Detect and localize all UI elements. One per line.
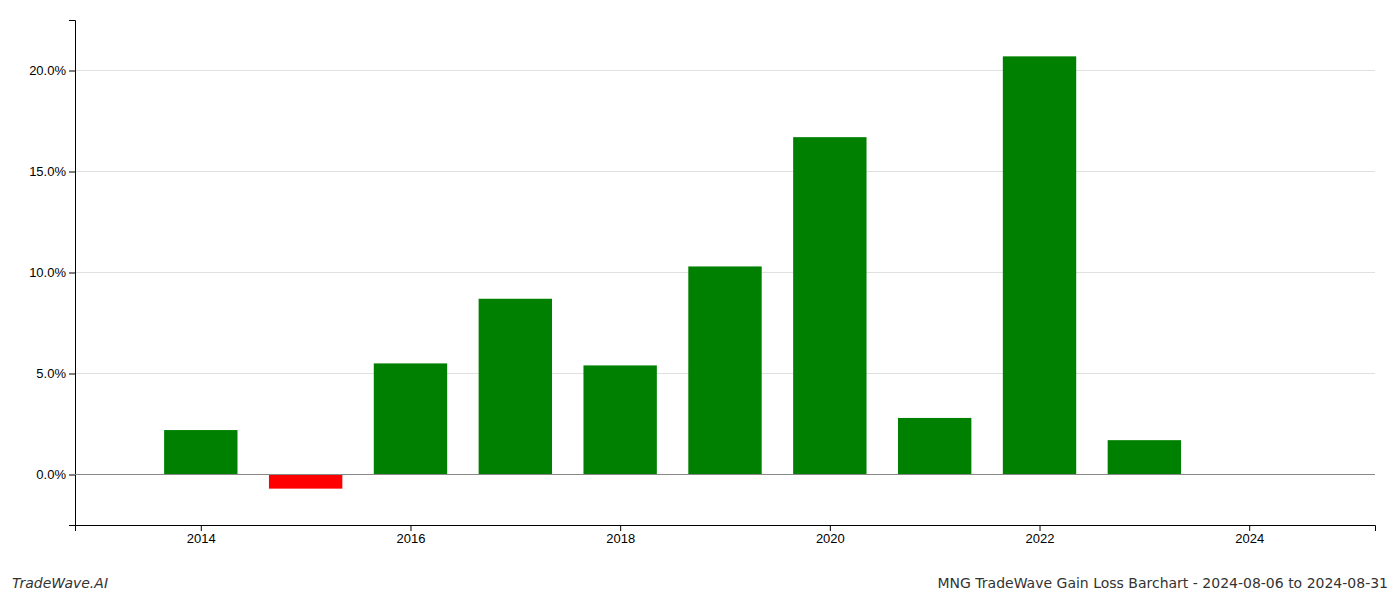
x-axis: 2014 2016 2018 2020 2022 2024 <box>76 525 1376 546</box>
tick-label: 2014 <box>187 531 216 546</box>
tick-mark <box>69 71 75 72</box>
y-axis: 0.0% 5.0% 10.0% 15.0% 20.0% <box>29 21 75 526</box>
bar <box>1108 440 1181 474</box>
watermark: TradeWave.AI <box>12 575 108 591</box>
tick-label: 2022 <box>1026 531 1055 546</box>
grid-line <box>75 70 1375 71</box>
tick: 0.0% <box>36 467 75 482</box>
tick-mark <box>830 525 831 531</box>
tick: 15.0% <box>29 164 75 179</box>
tick: 2018 <box>606 525 635 546</box>
tick-mark <box>1249 525 1250 531</box>
bar <box>898 418 971 475</box>
tick-mark <box>69 374 75 375</box>
tick-label: 5.0% <box>36 366 66 381</box>
tick-label: 0.0% <box>36 467 66 482</box>
bar <box>793 137 866 474</box>
tick-label: 2020 <box>816 531 845 546</box>
tick: 2024 <box>1235 525 1264 546</box>
tick-label: 10.0% <box>29 265 66 280</box>
tick-mark <box>69 475 75 476</box>
tick: 5.0% <box>36 366 75 381</box>
grid-line <box>75 171 1375 172</box>
tick-label: 15.0% <box>29 164 66 179</box>
tick: 2016 <box>397 525 426 546</box>
tick: 2022 <box>1026 525 1055 546</box>
bar <box>374 363 447 474</box>
tick: 2020 <box>816 525 845 546</box>
tick-label: 2024 <box>1235 531 1264 546</box>
axis-line <box>76 526 1376 532</box>
grid-line <box>75 474 1375 475</box>
tick: 20.0% <box>29 63 75 78</box>
title: MNG TradeWave Gain Loss Barchart - 2024-… <box>937 575 1388 591</box>
tick-label: 20.0% <box>29 63 66 78</box>
bar <box>269 475 342 489</box>
tick-mark <box>1040 525 1041 531</box>
grid <box>75 71 1375 475</box>
bar <box>688 266 761 474</box>
axis-line <box>69 21 76 526</box>
zero-line <box>75 474 1375 475</box>
bar <box>583 365 656 474</box>
plot-area <box>164 56 1181 488</box>
tick-mark <box>410 525 411 531</box>
tick-label: 2016 <box>397 531 426 546</box>
tick-mark <box>69 273 75 274</box>
tick-mark <box>69 172 75 173</box>
tick-mark <box>201 525 202 531</box>
bar <box>1003 56 1076 474</box>
tick-mark <box>620 525 621 531</box>
tick: 10.0% <box>29 265 75 280</box>
tick-label: 2018 <box>606 531 635 546</box>
tick: 2014 <box>187 525 216 546</box>
bar <box>479 299 552 475</box>
chart: 0.0%5.0%10.0%15.0%20.0%20142016201820202… <box>0 0 1400 600</box>
bar <box>164 430 237 474</box>
